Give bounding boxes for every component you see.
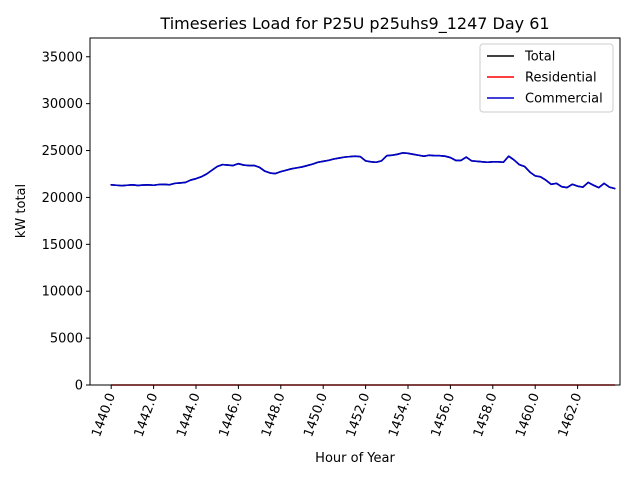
y-tick-label: 15000 xyxy=(42,238,83,253)
y-tick-label: 35000 xyxy=(42,50,83,65)
plot-frame xyxy=(89,37,621,386)
chart-title: Timeseries Load for P25U p25uhs9_1247 Da… xyxy=(159,14,549,34)
y-tick-label: 0 xyxy=(75,379,83,394)
y-tick-label: 10000 xyxy=(42,285,83,300)
y-tick-label: 20000 xyxy=(42,191,83,206)
y-tick-label: 5000 xyxy=(50,332,83,347)
x-axis-label: Hour of Year xyxy=(315,451,395,466)
legend-label-commercial: Commercial xyxy=(525,92,603,107)
y-tick-label: 25000 xyxy=(42,144,83,159)
y-axis: 0 5000 10000 15000 20000 25000 30000 35000 xyxy=(42,50,90,394)
series-line-commercial xyxy=(110,152,616,190)
legend-label-residential: Residential xyxy=(525,71,597,86)
legend-box xyxy=(479,43,614,113)
y-axis-label: kW total xyxy=(14,184,29,238)
legend: Total Residential Commercial xyxy=(479,43,614,113)
legend-label-total: Total xyxy=(524,50,555,65)
y-tick-label: 30000 xyxy=(42,97,83,112)
